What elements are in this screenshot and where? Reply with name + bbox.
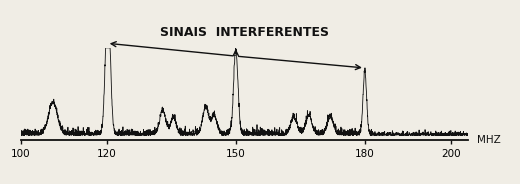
Text: MHZ: MHZ [477, 135, 500, 145]
Text: SINAIS  INTERFERENTES: SINAIS INTERFERENTES [160, 26, 329, 39]
